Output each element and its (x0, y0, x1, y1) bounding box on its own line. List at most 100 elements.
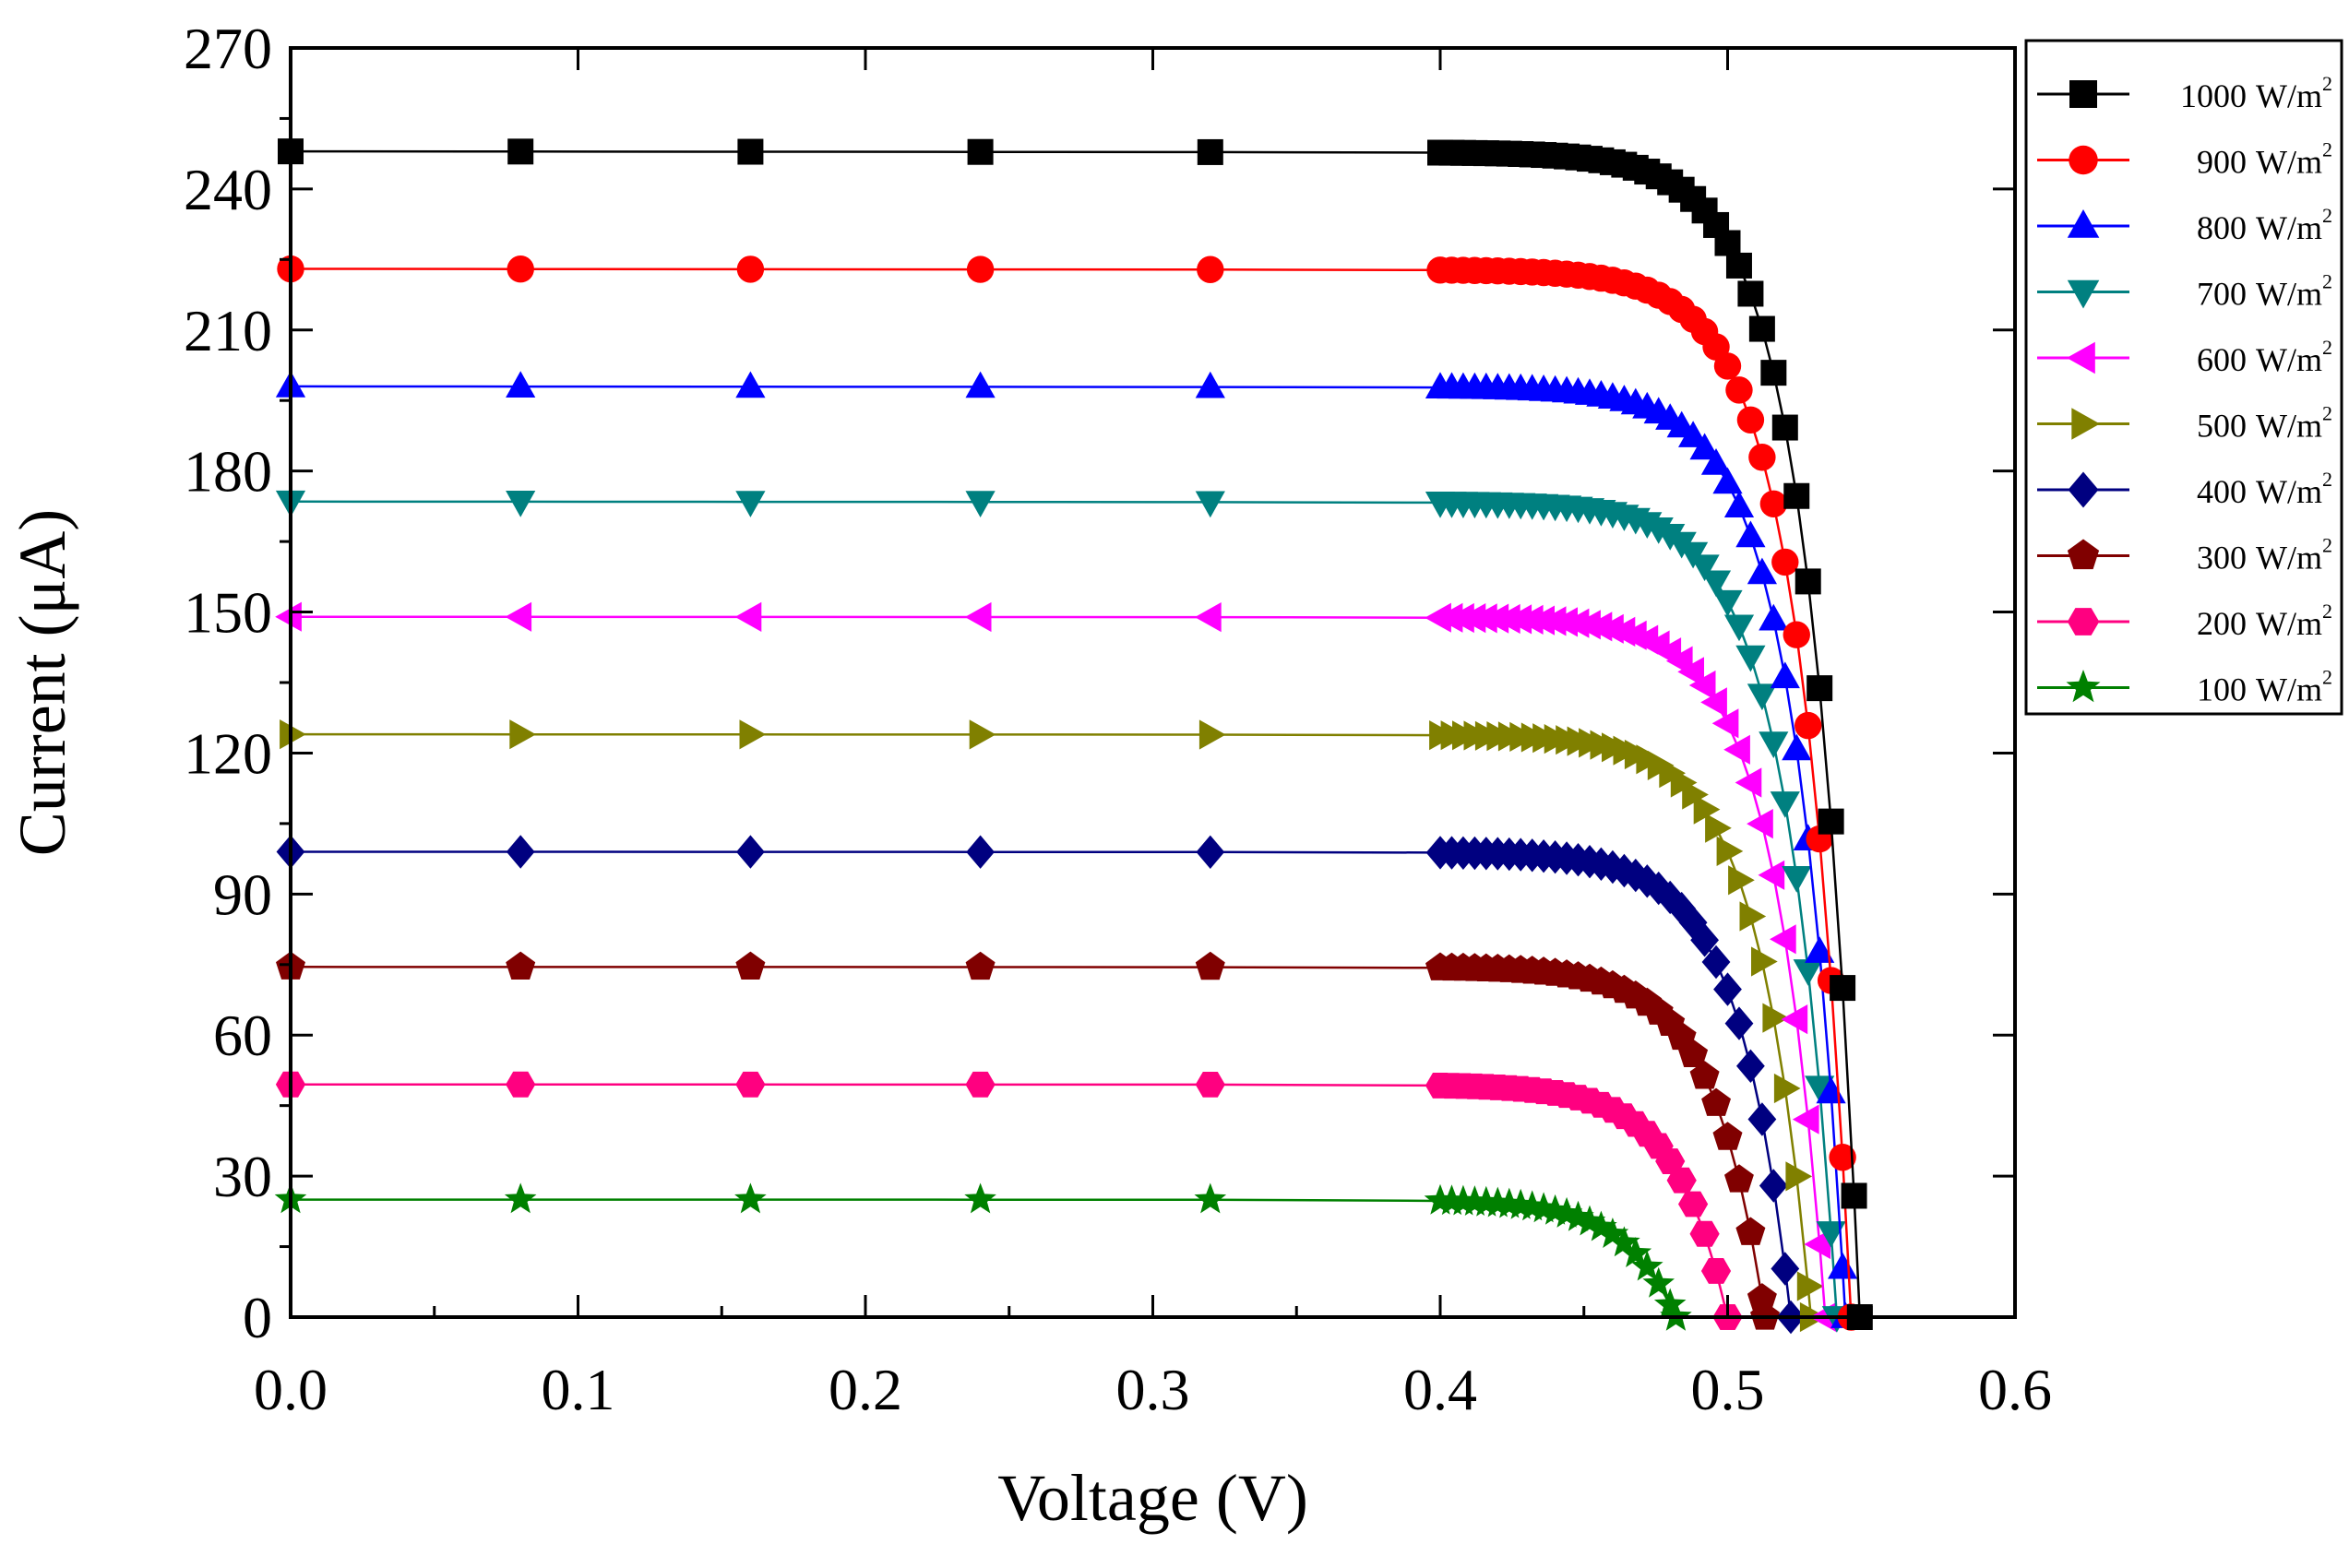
data-point-900 (1759, 490, 1788, 517)
data-point-600 (1804, 1229, 1831, 1260)
data-point-200 (506, 1071, 536, 1098)
data-point-700 (1759, 731, 1789, 758)
data-point-500 (1762, 1003, 1790, 1033)
data-point-700 (1689, 554, 1720, 582)
legend-unit-superscript: 2 (2322, 270, 2332, 293)
legend-marker (2068, 471, 2099, 508)
data-point-900 (1829, 1144, 1856, 1171)
data-point-600 (1574, 610, 1601, 640)
data-point-500 (969, 719, 996, 750)
legend-item-500: 500 W/m2 (2037, 402, 2332, 445)
data-point-800 (735, 371, 766, 398)
data-point-800 (1723, 491, 1755, 517)
data-point-800 (965, 371, 996, 398)
data-point-800 (1770, 661, 1800, 689)
data-point-600 (1711, 708, 1739, 739)
data-point-100 (504, 1182, 537, 1214)
data-point-500 (1785, 1161, 1813, 1192)
data-point-800 (1782, 733, 1812, 761)
legend-label: 1000 W/m2 (2180, 72, 2332, 114)
data-point-100 (1194, 1182, 1227, 1214)
data-point-500 (1682, 779, 1709, 810)
y-tick-label: 30 (213, 1144, 272, 1209)
data-point-600 (1688, 670, 1716, 701)
legend-value: 400 (2197, 473, 2247, 510)
data-point-400 (506, 835, 535, 869)
data-point-500 (1198, 719, 1226, 750)
data-point-400 (1655, 880, 1685, 915)
data-point-100 (734, 1182, 767, 1214)
data-point-600 (1585, 612, 1613, 642)
data-point-600 (1677, 657, 1704, 687)
data-point-800 (1759, 603, 1789, 631)
data-point-200 (965, 1071, 996, 1098)
legend-item-300: 300 W/m2 (2037, 534, 2332, 576)
data-point-300 (735, 951, 766, 980)
data-point-100 (1631, 1250, 1663, 1281)
legend-item-200: 200 W/m2 (2037, 600, 2332, 642)
data-point-600 (734, 601, 762, 632)
data-point-500 (1773, 1073, 1801, 1104)
y-tick-label: 0 (243, 1285, 272, 1350)
legend-item-100: 100 W/m2 (2037, 666, 2332, 708)
data-point-100 (1573, 1205, 1606, 1236)
y-tick-label: 180 (184, 439, 272, 505)
data-point-200 (735, 1071, 766, 1098)
data-point-100 (1562, 1200, 1594, 1231)
legend-label: 700 W/m2 (2197, 270, 2332, 313)
data-point-600 (1758, 860, 1785, 890)
legend-value: 1000 (2180, 77, 2247, 114)
legend-unit: W/m (2256, 605, 2322, 642)
data-point-500 (280, 719, 306, 750)
legend-unit: W/m (2256, 408, 2322, 445)
data-point-500 (1705, 813, 1732, 843)
legend-label: 200 W/m2 (2197, 600, 2332, 642)
data-point-400 (1736, 1049, 1765, 1083)
data-point-700 (1816, 1221, 1846, 1248)
y-tick-label: 60 (213, 1003, 272, 1068)
legend-item-400: 400 W/m2 (2037, 468, 2332, 510)
legend-value: 500 (2197, 408, 2247, 445)
data-point-1000 (737, 138, 764, 165)
legend-label: 800 W/m2 (2197, 204, 2332, 246)
data-point-200 (1700, 1258, 1732, 1284)
data-point-1000 (507, 138, 534, 165)
data-point-700 (735, 491, 766, 517)
data-point-700 (1782, 866, 1812, 893)
data-point-400 (1598, 849, 1628, 885)
data-point-1000 (1725, 252, 1752, 279)
data-point-800 (1735, 520, 1766, 548)
data-point-1000 (1795, 568, 1821, 595)
series-800 (275, 371, 1861, 1328)
data-point-800 (1700, 448, 1732, 475)
legend-marker (2067, 608, 2100, 636)
data-point-400 (1678, 906, 1708, 940)
data-point-600 (1781, 1004, 1808, 1035)
x-tick-label: 0.2 (829, 1357, 902, 1422)
data-point-500 (1728, 865, 1755, 896)
data-point-400 (1621, 858, 1651, 893)
data-point-100 (1585, 1210, 1617, 1241)
data-point-100 (964, 1182, 996, 1214)
data-point-400 (1771, 1252, 1800, 1286)
data-point-300 (1712, 1122, 1743, 1150)
data-point-300 (1678, 1039, 1709, 1067)
legend-value: 200 (2197, 605, 2247, 642)
legend-marker (2071, 408, 2100, 440)
data-point-400 (1644, 871, 1674, 906)
legend-label: 300 W/m2 (2197, 534, 2332, 576)
series-layer (274, 138, 1873, 1335)
data-point-600 (1562, 608, 1590, 638)
data-point-1000 (1771, 414, 1798, 441)
data-point-500 (1796, 1271, 1824, 1301)
legend-unit-superscript: 2 (2322, 336, 2332, 359)
data-point-700 (1747, 683, 1777, 711)
data-point-700 (506, 491, 536, 517)
data-point-1000 (1806, 675, 1833, 702)
legend-label: 900 W/m2 (2197, 138, 2332, 181)
data-point-900 (1795, 711, 1822, 740)
data-point-300 (1195, 951, 1225, 980)
legend-item-600: 600 W/m2 (2037, 336, 2332, 378)
data-point-400 (966, 835, 995, 869)
